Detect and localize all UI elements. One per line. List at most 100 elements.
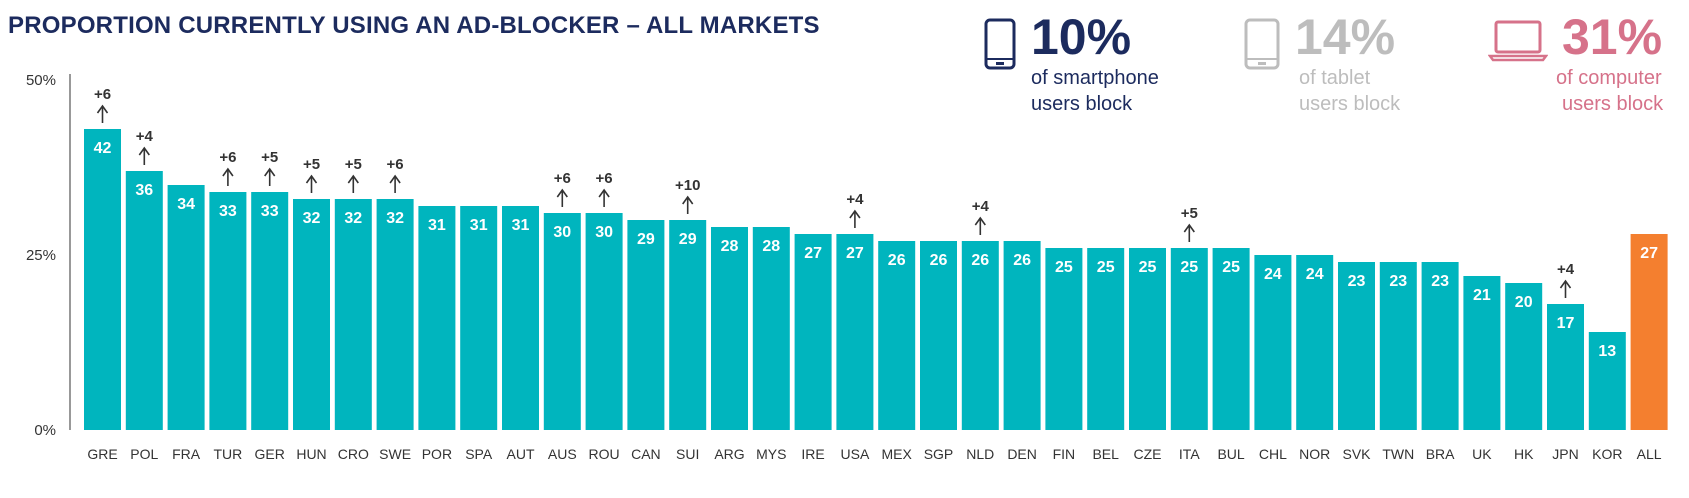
smartphone-icon — [984, 18, 1016, 70]
bar-usa — [836, 234, 874, 430]
bar-uk — [1463, 276, 1501, 430]
bar-can — [627, 220, 665, 430]
bar-mex — [878, 241, 916, 430]
x-category-label: USA — [841, 446, 870, 462]
x-category-label: TWN — [1382, 446, 1414, 462]
change-label: +4 — [846, 191, 864, 208]
x-category-label: SUI — [676, 446, 699, 462]
change-arrow-head — [682, 195, 694, 205]
bar-hun — [293, 199, 330, 430]
x-category-label: GRE — [87, 446, 117, 462]
change-arrow-head — [849, 209, 861, 219]
bar-value-label: 31 — [470, 217, 488, 234]
x-category-label: HUN — [296, 446, 326, 462]
bar-por — [418, 206, 456, 430]
bar-value-label: 36 — [135, 182, 153, 199]
y-tick-label: 0% — [34, 422, 56, 439]
computer-percent: 31% — [1562, 9, 1663, 65]
change-arrow-head — [556, 188, 568, 198]
x-category-label: MYS — [756, 446, 786, 462]
x-category-label: ROU — [589, 446, 620, 462]
x-category-label: CAN — [631, 446, 661, 462]
bar-value-label: 25 — [1097, 259, 1115, 276]
change-arrow-head — [305, 174, 318, 184]
bar-ita — [1170, 248, 1208, 430]
bar-bra — [1421, 262, 1459, 430]
bar-value-label: 32 — [386, 210, 404, 227]
bar-value-label: 26 — [1013, 252, 1031, 269]
change-label: +5 — [261, 149, 278, 166]
x-category-label: CZE — [1134, 446, 1162, 462]
bar-value-label: 29 — [637, 231, 655, 248]
bar-value-label: 34 — [177, 196, 195, 213]
bar-bel — [1087, 248, 1125, 430]
bar-swe — [376, 199, 414, 430]
x-category-label: KOR — [1592, 446, 1622, 462]
tablet-caption-line1: of tablet — [1299, 67, 1371, 89]
bar-value-label: 25 — [1180, 259, 1198, 276]
bar-fin — [1045, 248, 1083, 430]
change-arrow-head — [347, 174, 359, 184]
change-label: +5 — [345, 156, 362, 173]
bar-value-label: 31 — [428, 217, 446, 234]
bar-value-label: 31 — [512, 217, 530, 234]
bar-value-label: 27 — [846, 245, 864, 262]
x-category-label: BRA — [1426, 446, 1455, 462]
bar-cro — [334, 199, 372, 430]
x-category-label: DEN — [1007, 446, 1037, 462]
x-category-label: BEL — [1092, 446, 1119, 462]
bar-all — [1630, 234, 1668, 430]
change-arrow-head — [974, 216, 986, 226]
bar-aut — [502, 206, 539, 430]
bar-twn — [1379, 262, 1417, 430]
bar-value-label: 30 — [553, 224, 571, 241]
bar-value-label: 28 — [721, 238, 739, 255]
bar-bul — [1212, 248, 1250, 430]
bar-value-label: 27 — [804, 245, 822, 262]
bar-value-label: 42 — [94, 140, 112, 157]
bar-value-label: 24 — [1264, 266, 1282, 283]
x-category-label: AUT — [507, 446, 535, 462]
x-category-label: ITA — [1179, 446, 1200, 462]
x-category-label: FRA — [172, 446, 201, 462]
bar-sgp — [920, 241, 957, 430]
x-category-label: CHL — [1259, 446, 1287, 462]
x-category-label: FIN — [1053, 446, 1076, 462]
bar-value-label: 25 — [1139, 259, 1157, 276]
x-category-label: NLD — [966, 446, 994, 462]
laptop-icon — [1488, 20, 1548, 62]
bar-pol — [125, 171, 163, 430]
change-label: +5 — [1181, 205, 1198, 222]
change-label: +4 — [136, 128, 154, 145]
bar-fra — [167, 185, 205, 430]
bar-spa — [460, 206, 498, 430]
x-category-label: ALL — [1637, 446, 1662, 462]
change-label: +6 — [219, 149, 236, 166]
bar-kor — [1588, 332, 1626, 430]
x-category-label: SGP — [924, 446, 954, 462]
change-label: +5 — [303, 156, 320, 173]
bar-value-label: 27 — [1640, 245, 1658, 262]
computer-caption-line2: users block — [1562, 93, 1664, 115]
change-label: +4 — [972, 198, 990, 215]
x-category-label: GER — [255, 446, 285, 462]
change-arrow-head — [138, 146, 150, 156]
bar-value-label: 17 — [1557, 315, 1575, 332]
x-category-label: SWE — [379, 446, 411, 462]
change-arrow-head — [96, 104, 109, 114]
bar-rou — [585, 213, 623, 430]
y-tick-label: 25% — [26, 247, 56, 264]
change-arrow-head — [598, 188, 610, 198]
x-category-label: TUR — [214, 446, 243, 462]
bar-cze — [1129, 248, 1166, 430]
bar-svk — [1338, 262, 1375, 430]
bar-value-label: 20 — [1515, 294, 1533, 311]
bar-value-label: 23 — [1348, 273, 1366, 290]
tablet-caption-line2: users block — [1299, 93, 1401, 115]
x-category-label: IRE — [801, 446, 824, 462]
change-label: +6 — [554, 170, 571, 187]
bar-value-label: 26 — [930, 252, 948, 269]
bar-hk — [1505, 283, 1543, 430]
bar-value-label: 32 — [303, 210, 321, 227]
